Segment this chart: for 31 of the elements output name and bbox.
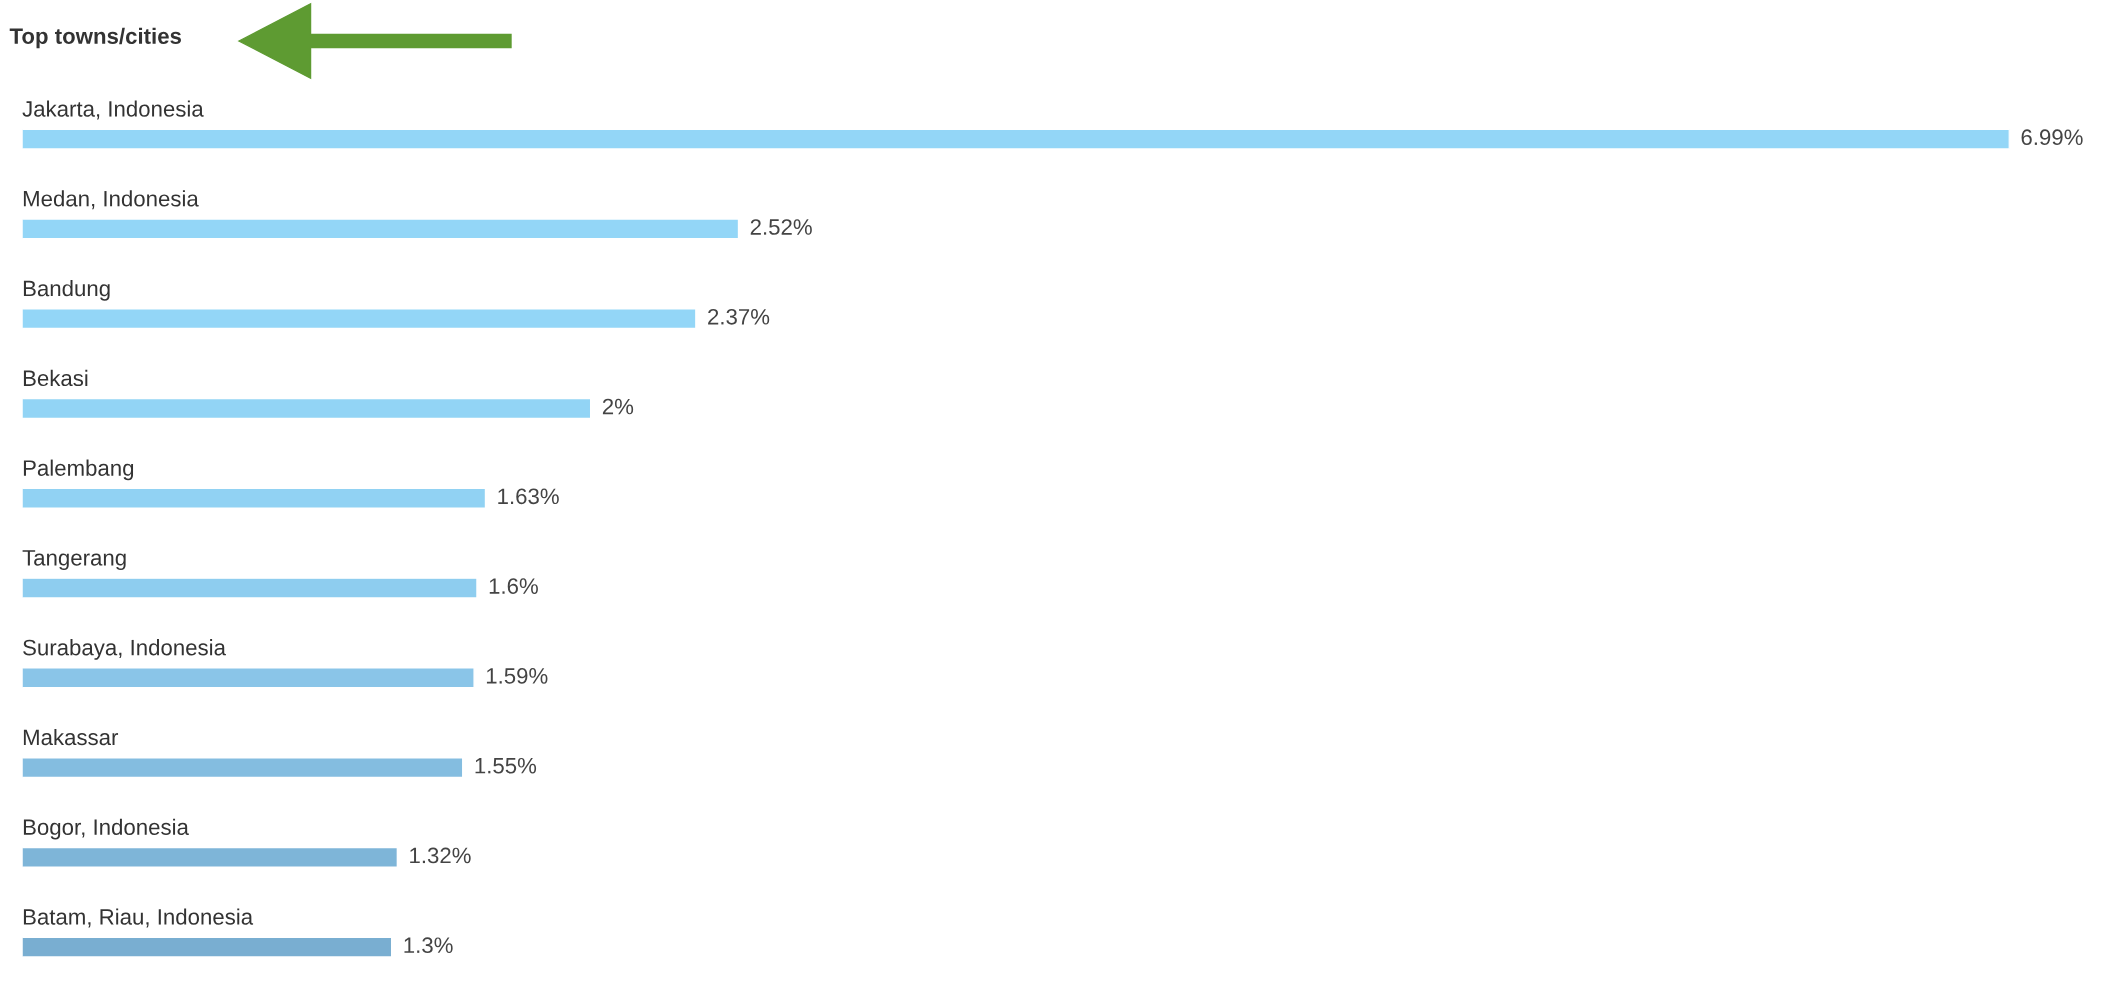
y-tick-label: Palembang (23, 459, 134, 481)
bar (22, 667, 475, 689)
data-label: 1.59% (486, 668, 548, 684)
data-label: 1.55% (475, 757, 537, 774)
y-tick-label: Surabaya, Indonesia (23, 639, 226, 660)
bar (22, 487, 487, 509)
y-tick-label: Bekasi (23, 369, 88, 387)
data-label: 1.3% (404, 937, 453, 954)
y-tick-label: Bandung (23, 280, 110, 301)
bar (22, 577, 478, 599)
data-label: 2.52% (750, 219, 812, 235)
y-tick-label: Batam, Riau, Indonesia (23, 908, 254, 928)
data-label: 1.32% (410, 847, 471, 864)
y-tick-label: Medan, Indonesia (23, 190, 199, 210)
data-label: 2.37% (708, 308, 770, 325)
y-tick-label: Makassar (23, 728, 119, 746)
data-label: 1.63% (498, 488, 559, 505)
bar (22, 397, 592, 420)
y-tick-label: Bogor, Indonesia (23, 818, 189, 840)
bar (22, 128, 2010, 150)
bar (22, 756, 464, 779)
data-label: 2% (602, 398, 634, 415)
y-tick-label: Jakarta, Indonesia (22, 100, 204, 120)
data-label: 6.99% (2021, 129, 2083, 146)
chart-title: Top towns/cities (9, 27, 182, 49)
bar (22, 846, 399, 868)
y-tick-label: Tangerang (22, 550, 126, 571)
bar (22, 218, 740, 240)
data-label: 1.6% (489, 578, 538, 594)
bar (22, 936, 393, 958)
bar (22, 308, 697, 330)
